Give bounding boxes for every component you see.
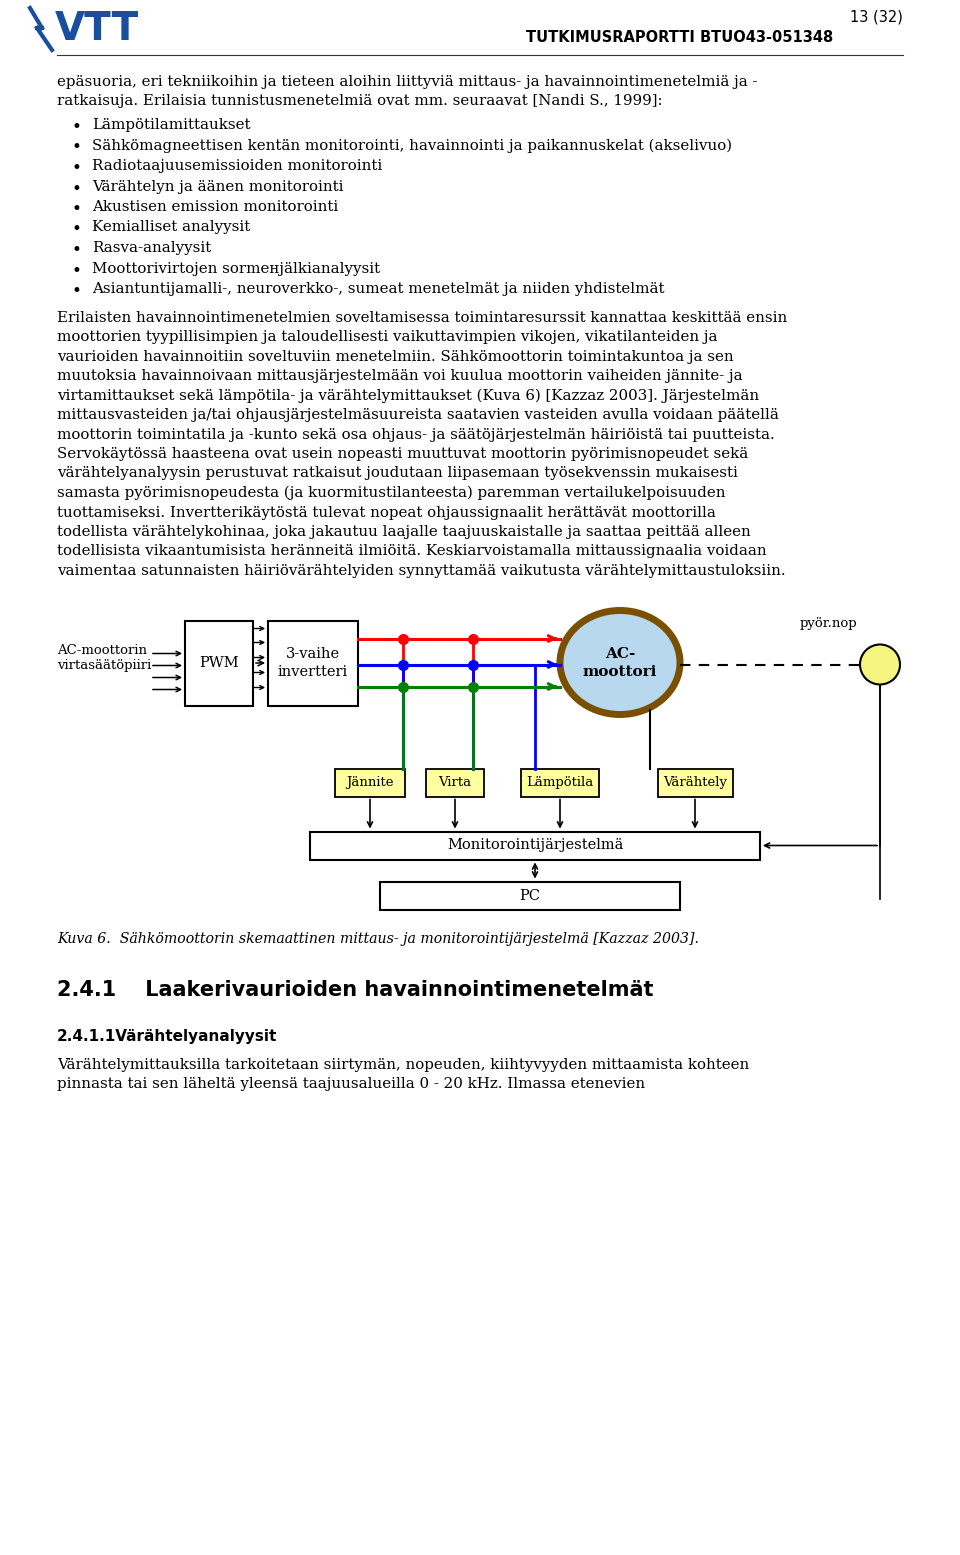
Text: todellisista vikaantumisista heränneitä ilmiöitä. Keskiarvoistamalla mittaussign: todellisista vikaantumisista heränneitä …	[57, 544, 767, 558]
FancyBboxPatch shape	[426, 768, 484, 796]
Text: Sähkömagneettisen kentän monitorointi, havainnointi ja paikannuskelat (akselivuo: Sähkömagneettisen kentän monitorointi, h…	[92, 138, 732, 152]
Text: Erilaisten havainnointimenetelmien soveltamisessa toimintaresurssit kannattaa ke: Erilaisten havainnointimenetelmien sovel…	[57, 311, 787, 325]
Text: •: •	[72, 283, 82, 300]
Text: Servokäytössä haasteena ovat usein nopeasti muuttuvat moottorin pyörimisnopeudet: Servokäytössä haasteena ovat usein nopea…	[57, 446, 748, 460]
Text: moottori: moottori	[583, 664, 658, 678]
FancyBboxPatch shape	[521, 768, 599, 796]
Text: PC: PC	[519, 888, 540, 902]
Text: vaimentaa satunnaisten häiriövärähtelyiden synnyttamää vaikutusta värähtelymitta: vaimentaa satunnaisten häiriövärähtelyid…	[57, 564, 785, 578]
Text: •: •	[72, 160, 82, 177]
FancyBboxPatch shape	[335, 768, 405, 796]
Text: •: •	[72, 140, 82, 157]
Text: pyör.nop: pyör.nop	[800, 616, 857, 630]
Text: TUTKIMUSRAPORTTI BTUO43-051348: TUTKIMUSRAPORTTI BTUO43-051348	[526, 30, 833, 45]
Text: Jännite: Jännite	[347, 776, 394, 788]
Text: Lämpötila: Lämpötila	[526, 776, 593, 788]
Text: Lämpötilamittaukset: Lämpötilamittaukset	[92, 118, 251, 132]
Text: Kemialliset analyysit: Kemialliset analyysit	[92, 221, 251, 235]
Text: Virta: Virta	[439, 776, 471, 788]
Text: Kuva 6.  Sähkömoottorin skemaattinen mittaus- ja monitorointijärjestelmä [Kazzaz: Kuva 6. Sähkömoottorin skemaattinen mitt…	[57, 931, 699, 945]
FancyBboxPatch shape	[268, 620, 358, 706]
Text: epäsuoria, eri tekniikoihin ja tieteen aloihin liittyviä mittaus- ja havainnoint: epäsuoria, eri tekniikoihin ja tieteen a…	[57, 75, 757, 89]
Ellipse shape	[560, 611, 680, 714]
Text: PWM: PWM	[199, 656, 239, 670]
Text: •: •	[72, 180, 82, 197]
Text: invertteri: invertteri	[277, 666, 348, 680]
Text: vaurioiden havainnoitiin soveltuviin menetelmiin. Sähkömoottorin toimintakuntoa : vaurioiden havainnoitiin soveltuviin men…	[57, 350, 733, 364]
Text: •: •	[72, 201, 82, 218]
Text: Värähtelymittauksilla tarkoitetaan siirtymän, nopeuden, kiihtyvyyden mittaamista: Värähtelymittauksilla tarkoitetaan siirt…	[57, 1057, 749, 1071]
Text: Radiotaajuusemissioiden monitorointi: Radiotaajuusemissioiden monitorointi	[92, 159, 382, 173]
Text: samasta pyörimisnopeudesta (ja kuormitustilanteesta) paremman vertailukelpoisuud: samasta pyörimisnopeudesta (ja kuormitus…	[57, 487, 726, 501]
Text: Monitorointijärjestelmä: Monitorointijärjestelmä	[446, 838, 623, 852]
Text: 2.4.1.1Värähtelyanalyysit: 2.4.1.1Värähtelyanalyysit	[57, 1029, 277, 1045]
Text: AC-: AC-	[605, 647, 636, 661]
Text: •: •	[72, 263, 82, 280]
Text: Moottorivirtojen sormенjälkianalyysit: Moottorivirtojen sormенjälkianalyysit	[92, 261, 380, 275]
Text: VTT: VTT	[55, 9, 139, 48]
Text: tuottamiseksi. Invertterikäytöstä tulevat nopeat ohjaussignaalit herättävät moot: tuottamiseksi. Invertterikäytöstä tuleva…	[57, 505, 716, 519]
Text: 2.4.1    Laakerivaurioiden havainnointimenetelmät: 2.4.1 Laakerivaurioiden havainnointimene…	[57, 980, 654, 1000]
Text: pinnasta tai sen läheltä yleensä taajuusalueilla 0 - 20 kHz. Ilmassa etenevien: pinnasta tai sen läheltä yleensä taajuus…	[57, 1078, 645, 1092]
FancyBboxPatch shape	[658, 768, 733, 796]
Text: virtamittaukset sekä lämpötila- ja värähtelymittaukset (Kuva 6) [Kazzaz 2003]. J: virtamittaukset sekä lämpötila- ja väräh…	[57, 389, 759, 403]
Text: todellista värähtelykohinaa, joka jakautuu laajalle taajuuskaistalle ja saattaa : todellista värähtelykohinaa, joka jakaut…	[57, 526, 751, 540]
Text: •: •	[72, 120, 82, 135]
Text: AC-moottorin: AC-moottorin	[57, 644, 147, 656]
Text: Värähtelyn ja äänen monitorointi: Värähtelyn ja äänen monitorointi	[92, 179, 344, 193]
FancyBboxPatch shape	[310, 832, 760, 860]
FancyBboxPatch shape	[380, 882, 680, 910]
Circle shape	[860, 644, 900, 684]
Text: •: •	[72, 243, 82, 260]
Text: 13 (32): 13 (32)	[851, 9, 903, 25]
Text: •: •	[72, 221, 82, 238]
Text: 3-vaihe: 3-vaihe	[286, 647, 340, 661]
Text: Asiantuntijamalli-, neuroverkko-, sumeat menetelmät ja niiden yhdistelmät: Asiantuntijamalli-, neuroverkko-, sumeat…	[92, 281, 664, 295]
Text: Värähtely: Värähtely	[663, 776, 727, 788]
FancyBboxPatch shape	[185, 620, 253, 706]
Text: virtasäätöpiiri: virtasäätöpiiri	[57, 659, 152, 672]
Text: värähtelyanalyysin perustuvat ratkaisut joudutaan liipasemaan työsekvenssin muka: värähtelyanalyysin perustuvat ratkaisut …	[57, 466, 738, 480]
Text: mittausvasteiden ja/tai ohjausjärjestelmäsuureista saatavien vasteiden avulla vo: mittausvasteiden ja/tai ohjausjärjestelm…	[57, 407, 779, 421]
Text: ratkaisuja. Erilaisia tunnistusmenetelmiä ovat mm. seuraavat [Nandi S., 1999]:: ratkaisuja. Erilaisia tunnistusmenetelmi…	[57, 95, 662, 109]
Text: moottorin toimintatila ja -kunto sekä osa ohjaus- ja säätöjärjestelmän häiriöist: moottorin toimintatila ja -kunto sekä os…	[57, 428, 775, 442]
Text: muutoksia havainnoivaan mittausjärjestelmään voi kuulua moottorin vaiheiden jänn: muutoksia havainnoivaan mittausjärjestel…	[57, 369, 743, 383]
Text: Akustisen emission monitorointi: Akustisen emission monitorointi	[92, 201, 338, 215]
Text: Rasva-analyysit: Rasva-analyysit	[92, 241, 211, 255]
Text: moottorien tyypillisimpien ja taloudellisesti vaikuttavimpien vikojen, vikatilan: moottorien tyypillisimpien ja taloudelli…	[57, 330, 717, 344]
